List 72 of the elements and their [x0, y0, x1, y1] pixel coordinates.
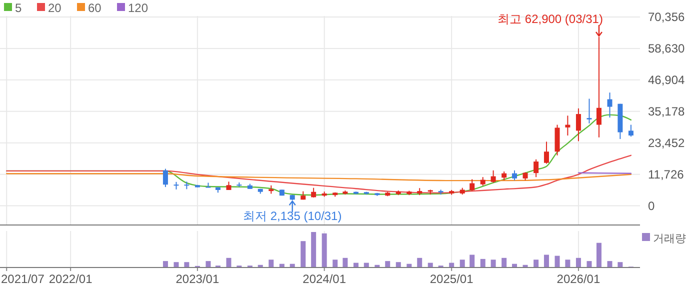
candlestick — [534, 158, 539, 178]
bar — [385, 261, 390, 267]
x-tick-label: 2023/01 — [176, 272, 220, 286]
bar — [396, 262, 401, 267]
bar — [279, 264, 284, 267]
y-tick-label: 70,356 — [648, 10, 686, 24]
candlestick — [544, 141, 549, 164]
bar — [428, 262, 433, 267]
legend-label: 60 — [88, 1, 102, 16]
legend-label: 거래량 — [653, 232, 686, 245]
bar — [502, 258, 507, 267]
bar — [586, 261, 592, 267]
y-tick-label: 46,904 — [648, 73, 686, 88]
bar — [417, 258, 422, 267]
bar — [544, 254, 549, 267]
bar — [460, 260, 465, 267]
candlestick — [554, 124, 560, 156]
candlestick — [512, 170, 518, 181]
y-tick-label: 23,452 — [648, 136, 686, 150]
bar — [184, 262, 190, 267]
candlestick — [206, 182, 211, 188]
candlestick — [311, 187, 316, 198]
bar — [607, 261, 612, 267]
legend-label: 5 — [15, 1, 22, 16]
y-tick-label: 58,630 — [648, 42, 686, 56]
candlestick — [596, 36, 602, 138]
bar — [174, 262, 179, 267]
bar — [300, 241, 306, 267]
candlestick — [586, 98, 592, 124]
x-tick-label: 2022/01 — [48, 272, 93, 286]
bar — [576, 258, 581, 267]
bar — [596, 242, 602, 267]
bar — [618, 262, 623, 267]
bar — [534, 260, 539, 267]
line-series — [6, 154, 632, 194]
candlestick — [607, 92, 612, 118]
bar — [364, 262, 369, 267]
bar — [322, 233, 327, 267]
y-tick-label: 11,726 — [648, 168, 684, 182]
bar — [311, 232, 316, 267]
x-tick-label: 2026/01 — [556, 272, 600, 286]
bar — [162, 261, 168, 267]
bar — [206, 261, 211, 267]
candlestick — [470, 178, 475, 192]
legend-label: 120 — [128, 1, 148, 16]
annotation: 최고 62,900 (03/31) — [498, 12, 603, 26]
candlestick — [490, 170, 496, 184]
bar — [290, 264, 295, 267]
bar — [490, 260, 496, 267]
bar — [226, 258, 232, 267]
candlestick — [628, 124, 634, 138]
bar — [406, 264, 412, 267]
bar — [353, 262, 358, 267]
candlestick — [576, 108, 581, 142]
annotation: 최저 2,135 (10/31) — [243, 209, 342, 224]
y-tick-label: 35,178 — [648, 104, 686, 119]
bar — [480, 258, 486, 267]
bar — [342, 258, 348, 267]
x-tick-label: 2025/01 — [430, 272, 474, 286]
bar — [565, 260, 570, 267]
bar — [554, 256, 560, 267]
candlestick — [162, 168, 168, 188]
bar — [512, 264, 518, 267]
y-tick-label: 0 — [648, 199, 655, 214]
bar — [449, 262, 454, 267]
bar — [470, 254, 475, 267]
x-tick-label: 2024/01 — [302, 272, 346, 286]
bar — [332, 260, 338, 267]
candlestick — [565, 115, 570, 136]
legend-label: 20 — [48, 1, 62, 16]
x-tick-label: 2021/07 — [1, 272, 45, 286]
bar — [268, 260, 274, 267]
